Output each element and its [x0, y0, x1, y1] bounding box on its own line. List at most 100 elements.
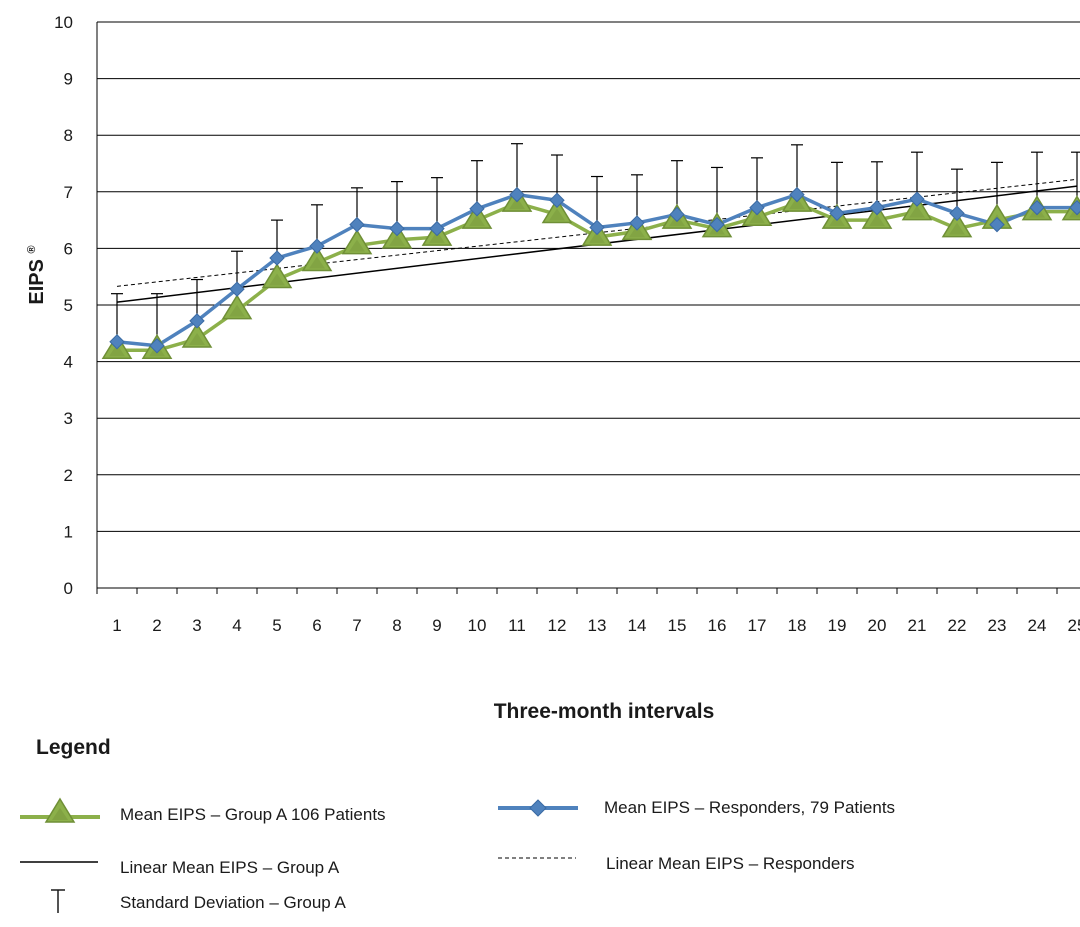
- x-tick-label: 4: [232, 616, 241, 635]
- data-point-group-a-shade: [429, 231, 445, 244]
- y-tick-label: 9: [64, 70, 73, 89]
- series-markers: [101, 186, 1080, 360]
- x-tick-label: 21: [908, 616, 927, 635]
- data-point-responders: [589, 219, 605, 236]
- data-point-group-a-shade: [109, 344, 125, 357]
- data-point-responders: [109, 334, 125, 350]
- x-tick-label: 5: [272, 616, 281, 635]
- x-axis-title: Three-month intervals: [494, 700, 715, 720]
- y-axis-title-main: EIPS: [26, 259, 48, 305]
- y-tick-label: 3: [64, 409, 73, 428]
- data-point-responders: [269, 250, 285, 266]
- x-tick-label: 22: [948, 616, 967, 635]
- data-point-responders: [989, 216, 1005, 233]
- data-point-responders: [389, 220, 405, 237]
- data-point-responders: [749, 199, 765, 216]
- data-point-responders: [189, 313, 205, 329]
- x-tick-label: 19: [828, 616, 847, 635]
- y-tick-label: 10: [54, 13, 73, 32]
- data-point-responders: [1029, 199, 1045, 216]
- data-point-group-a-shade: [789, 197, 805, 210]
- gridlines: [97, 21, 1080, 532]
- y-tick-label: 1: [64, 522, 73, 541]
- x-tick-label: 2: [152, 616, 161, 635]
- x-tick-label: 7: [352, 616, 361, 635]
- data-point-responders: [349, 216, 365, 233]
- data-point-group-a-shade: [229, 304, 245, 317]
- legend-symbol-group-a: [20, 797, 100, 823]
- x-tick-label: 12: [548, 616, 567, 635]
- data-point-responders: [949, 205, 965, 222]
- y-tick-label: 8: [64, 126, 73, 145]
- data-point-responders: [789, 186, 805, 203]
- y-axis-title-registered: ®: [26, 245, 38, 253]
- x-tick-label: 3: [192, 616, 201, 635]
- data-point-group-a-shade: [589, 231, 605, 244]
- legend-title: Legend: [36, 736, 111, 759]
- legend-label-responders: Mean EIPS – Responders, 79 Patients: [604, 798, 896, 817]
- data-point-group-a-shade: [469, 214, 485, 227]
- y-axis-title: EIPS ®: [26, 245, 48, 304]
- data-point-responders: [709, 216, 725, 233]
- data-point-responders: [429, 220, 445, 237]
- data-point-responders: [229, 281, 245, 297]
- legend-label-linear-a: Linear Mean EIPS – Group A: [120, 858, 340, 877]
- data-point-responders: [829, 205, 845, 222]
- legend-label-linear-responders: Linear Mean EIPS – Responders: [606, 854, 855, 873]
- legend-symbol-responders: [498, 799, 578, 817]
- x-tick-label: 20: [868, 616, 887, 635]
- data-point-group-a-shade: [869, 214, 885, 227]
- legend-label-group-a: Mean EIPS – Group A 106 Patients: [120, 805, 386, 824]
- x-tick-label: 17: [748, 616, 767, 635]
- x-tick-label: 23: [988, 616, 1007, 635]
- y-tick-label: 7: [64, 183, 73, 202]
- data-point-responders: [669, 206, 685, 223]
- data-point-responders: [869, 199, 885, 216]
- x-tick-label: 9: [432, 616, 441, 635]
- data-point-responders: [909, 191, 925, 207]
- data-point-responders: [309, 238, 325, 254]
- legend-symbol-stddev: [51, 889, 65, 913]
- x-tick-label: 11: [508, 616, 526, 635]
- x-tick-label: 1: [112, 616, 121, 635]
- data-point-responders: [1069, 199, 1080, 216]
- y-tick-label: 6: [64, 239, 73, 258]
- y-tick-label: 5: [64, 296, 73, 315]
- x-tick-label: 16: [708, 616, 727, 635]
- axes: [96, 22, 1080, 594]
- data-point-group-a-shade: [749, 211, 765, 224]
- data-point-group-a-shade: [909, 205, 925, 218]
- x-tick-label: 18: [788, 616, 807, 635]
- y-tick-label: 0: [64, 579, 73, 598]
- data-point-responders: [549, 192, 565, 208]
- x-tick-label: 6: [312, 616, 321, 635]
- x-tick-label: 14: [628, 616, 647, 635]
- data-point-group-a-shade: [549, 208, 565, 221]
- data-point-group-a-shade: [389, 233, 405, 246]
- data-point-responders: [509, 186, 525, 203]
- error-bars: [111, 143, 1080, 351]
- data-point-responders: [629, 215, 645, 231]
- x-tick-label: 13: [588, 616, 607, 635]
- legend-label-stddev: Standard Deviation – Group A: [120, 893, 346, 912]
- y-tick-label: 4: [64, 353, 73, 372]
- legend-symbol-linear-a: [20, 861, 98, 863]
- y-tick-label: 2: [64, 466, 73, 485]
- data-point-group-a-shade: [949, 222, 965, 235]
- data-point-group-a-shade: [189, 332, 205, 345]
- legend-symbol-linear-responders: [498, 857, 576, 859]
- data-point-group-a-shade: [509, 197, 525, 210]
- data-point-group-a-shade: [629, 225, 645, 238]
- data-point-group-a-shade: [269, 273, 285, 286]
- x-tick-label: 15: [668, 616, 687, 635]
- x-tick-label: 10: [468, 616, 487, 635]
- data-point-group-a-shade: [349, 239, 365, 252]
- data-point-responders: [469, 201, 485, 217]
- x-tick-label: 25: [1068, 616, 1080, 635]
- data-point-group-a-shade: [309, 256, 325, 269]
- data-point-responders: [149, 338, 165, 354]
- x-tick-label: 8: [392, 616, 401, 635]
- x-tick-label: 24: [1028, 616, 1047, 635]
